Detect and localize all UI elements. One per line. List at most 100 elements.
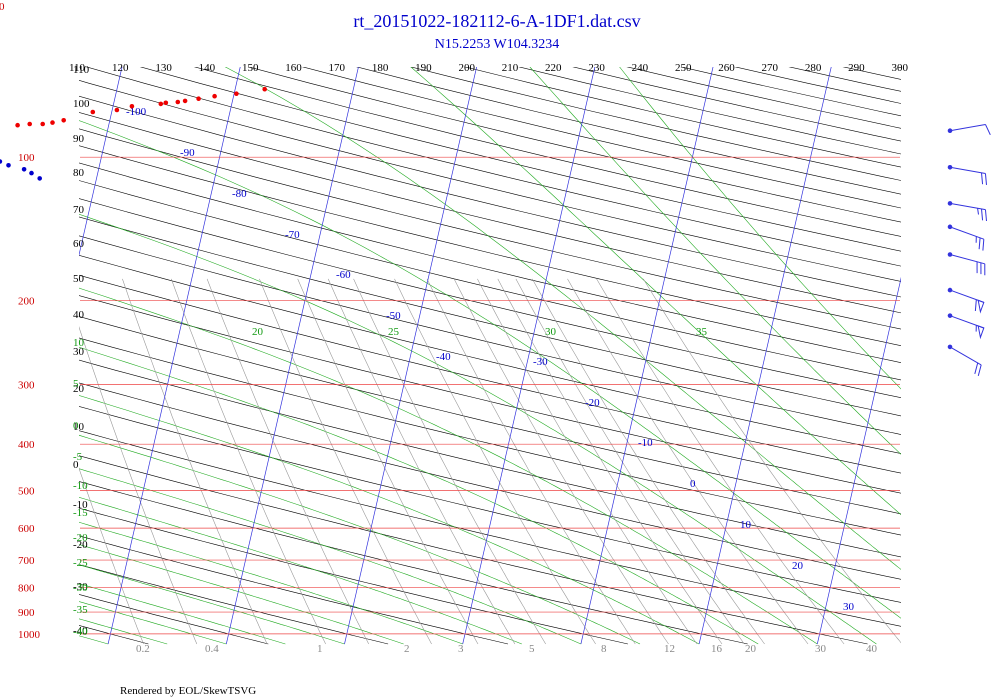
temperature-point	[50, 120, 55, 125]
moist-adiabat-line	[79, 287, 818, 645]
dry-adiabat-label: 90	[73, 133, 85, 145]
dry-adiabat-line	[79, 198, 901, 399]
temperature-point	[234, 91, 239, 96]
dry-adiabat-line	[79, 162, 901, 363]
moist-adiabat-label: 5	[73, 378, 79, 390]
pressure-tick-label: 700	[18, 555, 35, 567]
mixing-ratio-line	[453, 278, 669, 645]
dry-adiabat-line	[79, 274, 901, 474]
top-axis-label: 120	[112, 62, 129, 74]
temperature-point	[15, 122, 20, 128]
top-axis-label: 200	[458, 62, 475, 74]
wind-barb-pennant	[977, 325, 985, 340]
top-axis-label: 170	[329, 62, 346, 74]
mixing-ratio-line	[532, 278, 765, 645]
moist-adiabat-line	[529, 67, 901, 455]
moist-adiabat-line	[79, 468, 582, 645]
dry-adiabat-line	[572, 67, 901, 142]
wind-barb-flag	[984, 173, 987, 185]
wind-barb	[947, 123, 991, 135]
mixing-ratio-line	[327, 278, 516, 645]
moist-adiabat-label: -40	[73, 626, 88, 638]
dry-adiabat-line	[79, 235, 901, 435]
mixing-ratio-label: 1	[317, 643, 323, 655]
mixing-ratio-label: 3	[458, 643, 464, 655]
moist-adiabat-label: -30	[73, 582, 88, 594]
dry-adiabat-label: 50	[73, 273, 85, 285]
moist-adiabat-line	[79, 395, 700, 645]
wind-barb	[947, 252, 986, 276]
wind-barb-flag	[985, 124, 991, 135]
footer-credit: Rendered by EOL/SkewTSVG	[120, 685, 256, 697]
top-axis-label: 140	[199, 62, 216, 74]
dry-adiabat-label: -40	[73, 625, 88, 637]
top-axis-label: 270	[762, 62, 779, 74]
mixing-ratio-line	[79, 467, 144, 645]
temperature-point	[182, 98, 188, 104]
top-axis-label: 260	[718, 62, 735, 74]
isotherm-label: -100	[126, 106, 147, 118]
wind-barb-flag	[978, 237, 981, 250]
moist-adiabat-label: 10	[73, 337, 85, 349]
moist-adiabat-line	[79, 601, 227, 645]
mixing-ratio-line	[353, 278, 546, 645]
dewpoint-point	[21, 167, 27, 172]
mixing-ratio-label: 12	[664, 643, 675, 655]
dry-adiabat-line	[788, 67, 901, 92]
isotherm-line	[462, 67, 596, 645]
moist-adiabat-label: -35	[73, 604, 88, 616]
moist-adiabat-line	[224, 67, 901, 570]
top-axis-label: 300	[891, 62, 908, 74]
isotherm-line	[580, 67, 714, 645]
wind-barb-staff	[949, 346, 982, 366]
chart-title: rt_20151022-182112-6-A-1DF1.dat.csv	[353, 11, 640, 31]
dry-adiabat-line	[79, 507, 628, 645]
pressure-tick-label: 600	[18, 523, 35, 535]
isotherm-label: 0	[690, 478, 696, 490]
mixing-ratio-line	[643, 278, 901, 644]
dry-adiabat-line	[79, 180, 901, 381]
pressure-tick-label: 900	[18, 607, 35, 619]
top-axis-label: 190	[415, 62, 432, 74]
temperature-point	[40, 121, 45, 127]
moist-adiabat-label: -25	[73, 557, 88, 569]
mixing-ratio-label: 20	[745, 643, 757, 655]
dry-adiabat-line	[464, 67, 901, 168]
moist-adiabat-line	[619, 67, 901, 390]
isotherm-line	[79, 67, 123, 257]
mixing-ratio-line	[567, 278, 809, 645]
dry-adiabat-label: 110	[73, 64, 90, 76]
wind-barb-staff	[949, 254, 985, 265]
dry-adiabat-line	[79, 254, 901, 454]
mixing-ratio-label: 0.4	[205, 643, 219, 655]
mixing-ratio-line	[297, 278, 479, 645]
isotherm-label: 30	[843, 601, 855, 613]
dry-adiabat-line	[931, 51, 1000, 644]
mixing-ratio-line	[477, 278, 698, 645]
dry-adiabat-label: 60	[73, 238, 85, 250]
dry-adiabat-line	[896, 67, 901, 68]
moist-adiabat-label: 0	[73, 420, 79, 432]
moist-adiabat-label: 35	[696, 326, 708, 338]
top-axis-label: 160	[285, 62, 302, 74]
wind-barb-flag	[981, 208, 984, 221]
isotherm-line	[344, 67, 477, 645]
isotherm-label: -80	[232, 188, 247, 200]
dry-adiabat-label: -30	[73, 581, 88, 593]
isotherm-label: -70	[285, 229, 300, 241]
pressure-tick-label: 200	[18, 296, 35, 308]
mixing-ratio-line	[206, 278, 369, 645]
wind-barb	[947, 344, 982, 377]
temperature-point	[262, 86, 268, 92]
dry-adiabat-line	[79, 382, 901, 580]
temperature-point	[27, 121, 32, 127]
wind-barb	[947, 224, 985, 251]
isotherm-line	[0, 51, 7, 644]
wind-barb-flag	[984, 209, 987, 222]
pressure-tick-label: 800	[18, 583, 35, 595]
wind-barb-flag	[974, 299, 977, 312]
sounding-series-layer	[0, 86, 268, 181]
moist-adiabat-line	[79, 120, 901, 619]
dry-adiabat-line	[79, 564, 389, 645]
